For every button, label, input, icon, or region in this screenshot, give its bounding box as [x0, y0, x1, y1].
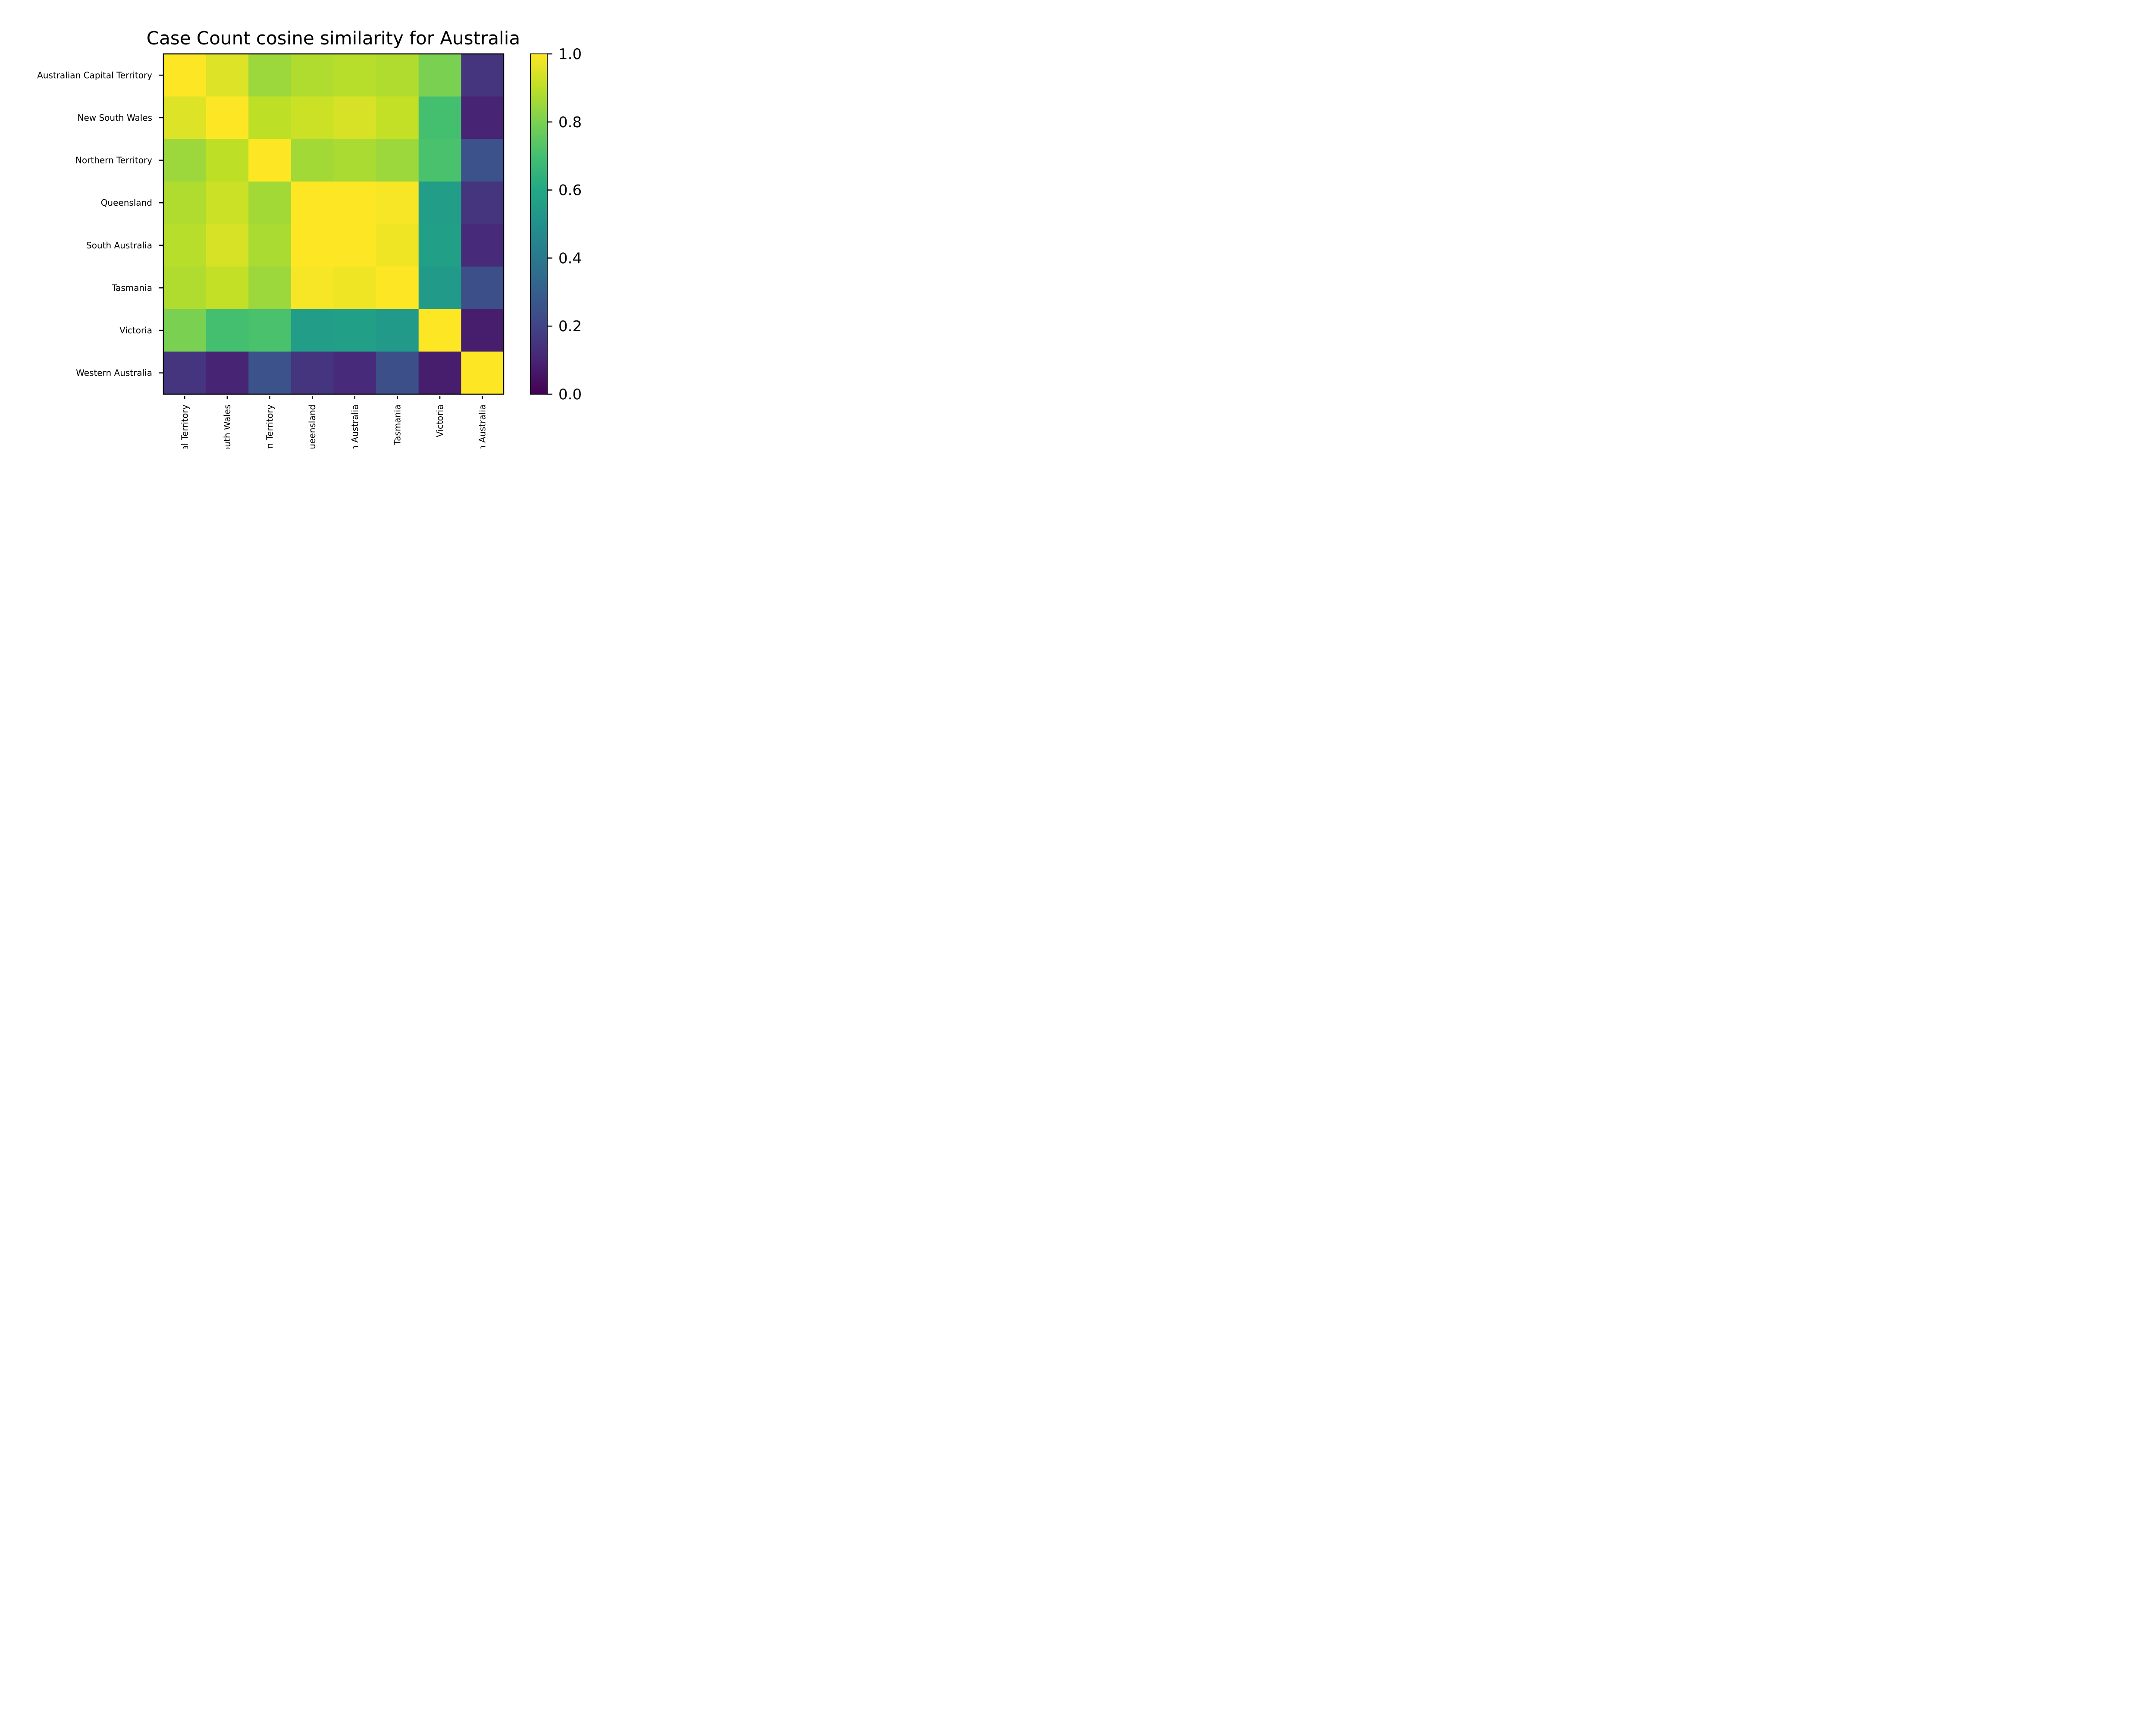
heatmap-cell [376, 139, 419, 182]
y-axis: Australian Capital Territory New South Wa… [37, 70, 163, 378]
heatmap-cell [461, 351, 504, 395]
heatmap-cell [163, 224, 207, 267]
heatmap-cell [163, 54, 207, 97]
heatmap-chart: Case Count cosine similarity for Austral… [37, 28, 582, 448]
heatmap-cell [163, 181, 207, 225]
heatmap-cell [418, 351, 461, 395]
x-tick-label: Australian Capital Territory [179, 405, 190, 448]
heatmap-cell [461, 96, 504, 139]
heatmap-cell [248, 54, 291, 97]
heatmap-cell [291, 309, 334, 352]
colorbar-tick-label: 0.6 [558, 182, 582, 199]
x-tick-label: South Australia [350, 405, 360, 448]
heatmap-cell [291, 351, 334, 395]
heatmap-cell [206, 351, 249, 395]
heatmap-cell [206, 139, 249, 182]
colorbar-tick-label: 1.0 [558, 46, 582, 63]
heatmap-cell [461, 139, 504, 182]
y-tick-label: Tasmania [111, 282, 152, 293]
heatmap-cell [163, 96, 207, 139]
colorbar-axis: 0.0 0.2 0.4 0.6 0.8 1.0 [547, 46, 582, 403]
heatmap-cell [291, 181, 334, 225]
heatmap-frame [163, 53, 505, 395]
heatmap-cell [206, 54, 249, 97]
heatmap-cell [376, 96, 419, 139]
heatmap-cell [163, 267, 207, 310]
heatmap-cell [333, 224, 376, 267]
heatmap-cell [291, 54, 334, 97]
heatmap-cell [418, 96, 461, 139]
heatmap-cell [291, 224, 334, 267]
heatmap-cell [376, 309, 419, 352]
colorbar-tick-label: 0.0 [558, 386, 582, 403]
y-tick-label: Western Australia [76, 368, 152, 378]
heatmap-cell [461, 54, 504, 97]
heatmap-cell [376, 54, 419, 97]
heatmap-cell [461, 181, 504, 225]
heatmap-cell [418, 54, 461, 97]
heatmap-cell [418, 224, 461, 267]
y-tick-label: Australian Capital Territory [37, 70, 152, 80]
heatmap-cell [206, 224, 249, 267]
heatmap-cell [248, 309, 291, 352]
heatmap-cell [333, 181, 376, 225]
heatmap-cell [333, 351, 376, 395]
heatmap-cell [248, 139, 291, 182]
heatmap-cell [163, 309, 207, 352]
heatmap-cell [333, 267, 376, 310]
heatmap-cell [376, 181, 419, 225]
heatmap-cell [333, 54, 376, 97]
heatmap-cell [248, 96, 291, 139]
heatmap-cell [206, 181, 249, 225]
heatmap-cell [291, 267, 334, 310]
heatmap-cell [418, 139, 461, 182]
heatmap-cell [418, 267, 461, 310]
heatmap-cell [333, 139, 376, 182]
y-tick-label: Queensland [101, 198, 152, 208]
heatmap-cell [163, 139, 207, 182]
heatmap-cell [248, 224, 291, 267]
y-tick-label: Victoria [119, 325, 152, 336]
y-tick-label: South Australia [86, 240, 152, 251]
heatmap-cell [461, 224, 504, 267]
colorbar-tick-label: 0.4 [558, 250, 582, 267]
x-tick-label: Tasmania [392, 405, 402, 445]
heatmap-cell [248, 181, 291, 225]
heatmap-cell [376, 267, 419, 310]
x-tick-label: Northern Territory [265, 405, 275, 448]
heatmap-cell [291, 139, 334, 182]
heatmap-cell [333, 309, 376, 352]
heatmap-cell [418, 181, 461, 225]
colorbar-tick-label: 0.8 [558, 114, 582, 131]
y-tick-label: New South Wales [78, 113, 153, 123]
heatmap-cell [206, 267, 249, 310]
heatmap-cell [376, 351, 419, 395]
heatmap-cell [418, 309, 461, 352]
x-tick-label: Western Australia [477, 405, 488, 448]
heatmap-cell [333, 96, 376, 139]
chart-title: Case Count cosine similarity for Austral… [147, 28, 520, 49]
x-tick-label: Victoria [435, 405, 445, 437]
x-axis: Australian Capital Territory New South Wa… [179, 396, 488, 448]
heatmap-cell [206, 96, 249, 139]
heatmap-cell [206, 309, 249, 352]
heatmap-cell [461, 267, 504, 310]
heatmap-cell [248, 351, 291, 395]
heatmap-cell [376, 224, 419, 267]
heatmap-cells [163, 54, 504, 395]
heatmap-cell [461, 309, 504, 352]
colorbar [530, 53, 548, 395]
y-tick-label: Northern Territory [75, 155, 152, 166]
x-tick-label: New South Wales [222, 405, 232, 448]
colorbar-tick-label: 0.2 [558, 318, 582, 335]
heatmap-cell [291, 96, 334, 139]
heatmap-cell [248, 267, 291, 310]
heatmap-cell [163, 351, 207, 395]
x-tick-label: Queensland [307, 405, 317, 448]
